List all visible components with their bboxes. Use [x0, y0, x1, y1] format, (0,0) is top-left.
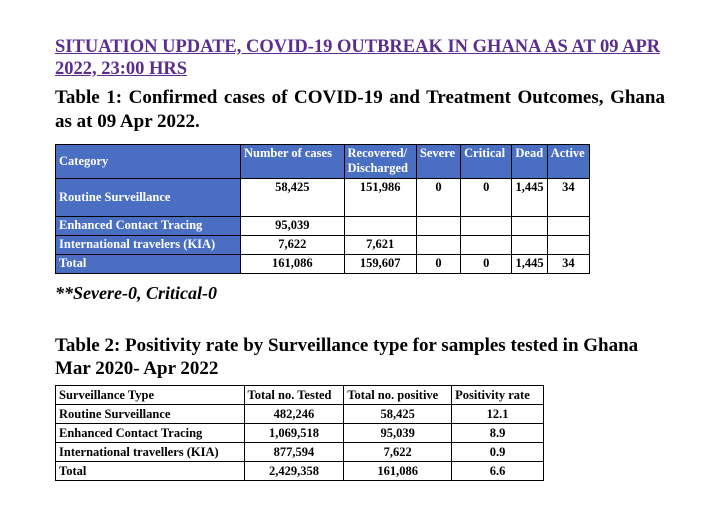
table-cell: 7,622: [343, 442, 453, 462]
table-cell: 1,445: [511, 178, 548, 217]
row-label: Total: [55, 254, 241, 274]
header-surveillance-type: Surveillance Type: [55, 385, 245, 405]
header-number-of-cases: Number of cases: [239, 144, 345, 179]
table-cell: 34: [546, 178, 591, 217]
table-cell: [460, 235, 513, 255]
table-cell: 0: [460, 178, 513, 217]
table-cell: 0.9: [451, 442, 544, 462]
row-label: International travelers (KIA): [55, 235, 241, 255]
positivity-rate-table: Surveillance Type Total no. Tested Total…: [55, 385, 544, 481]
header-critical: Critical: [460, 144, 513, 179]
table-cell: 151,986: [343, 178, 417, 217]
table-cell: 159,607: [343, 254, 417, 274]
table-cell: [460, 216, 513, 236]
table-cell: 95,039: [239, 216, 345, 236]
header-positivity-rate: Positivity rate: [451, 385, 544, 405]
header-active: Active: [546, 144, 591, 179]
table-cell: 6.6: [451, 461, 544, 481]
table-row: International travelers (KIA) 7,622 7,62…: [55, 235, 591, 255]
table-cell: 34: [546, 254, 591, 274]
header-total-tested: Total no. Tested: [243, 385, 345, 405]
table-cell: 7,622: [239, 235, 345, 255]
situation-update-heading: SITUATION UPDATE, COVID-19 OUTBREAK IN G…: [55, 37, 661, 79]
table-cell: [511, 216, 548, 236]
table1-footnote: **Severe-0, Critical-0: [55, 283, 217, 303]
table-cell: 58,425: [239, 178, 345, 217]
header-category: Category: [55, 144, 241, 179]
row-label: Routine Surveillance: [55, 178, 241, 217]
table-row: Routine Surveillance 58,425 151,986 0 0 …: [55, 178, 591, 217]
table-cell: 0: [460, 254, 513, 274]
table-cell: 161,086: [239, 254, 345, 274]
header-severe: Severe: [415, 144, 462, 179]
header-recovered: Recovered/ Discharged: [343, 144, 417, 179]
table-cell: 58,425: [343, 404, 453, 424]
table2-caption: Table 2: Positivity rate by Surveillance…: [55, 335, 639, 379]
confirmed-cases-table: Category Number of cases Recovered/ Disc…: [55, 144, 591, 274]
header-dead: Dead: [511, 144, 548, 179]
table1-header-row: Category Number of cases Recovered/ Disc…: [55, 144, 591, 179]
table-row: Routine Surveillance 482,246 58,425 12.1: [55, 404, 544, 424]
table-cell: [511, 235, 548, 255]
table-cell: 0: [415, 254, 462, 274]
table-cell: [415, 235, 462, 255]
row-label: Enhanced Contact Tracing: [55, 423, 245, 443]
row-label: Routine Surveillance: [55, 404, 245, 424]
table-row: Enhanced Contact Tracing 95,039: [55, 216, 591, 236]
table-cell: 2,429,358: [243, 461, 345, 481]
table-cell: 8.9: [451, 423, 544, 443]
table-cell: [546, 216, 591, 236]
table-cell: 877,594: [243, 442, 345, 462]
table-cell: 161,086: [343, 461, 453, 481]
table-row-total: Total 161,086 159,607 0 0 1,445 34: [55, 254, 591, 274]
table-row-total: Total 2,429,358 161,086 6.6: [55, 461, 544, 481]
table-cell: 95,039: [343, 423, 453, 443]
row-label: International travellers (KIA): [55, 442, 245, 462]
row-label: Total: [55, 461, 245, 481]
table-cell: [415, 216, 462, 236]
table-row: Enhanced Contact Tracing 1,069,518 95,03…: [55, 423, 544, 443]
row-label: Enhanced Contact Tracing: [55, 216, 241, 236]
table-cell: 0: [415, 178, 462, 217]
table-cell: 1,069,518: [243, 423, 345, 443]
table-row: International travellers (KIA) 877,594 7…: [55, 442, 544, 462]
table-cell: 482,246: [243, 404, 345, 424]
table-cell: [546, 235, 591, 255]
table-cell: 12.1: [451, 404, 544, 424]
table-cell: 7,621: [343, 235, 417, 255]
table2-header-row: Surveillance Type Total no. Tested Total…: [55, 385, 544, 405]
table-cell: [343, 216, 417, 236]
table1-caption: Table 1: Confirmed cases of COVID-19 and…: [55, 87, 665, 132]
header-total-positive: Total no. positive: [343, 385, 453, 405]
table-cell: 1,445: [511, 254, 548, 274]
